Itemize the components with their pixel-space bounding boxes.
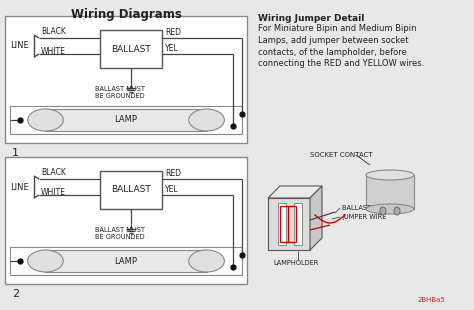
Polygon shape [310, 186, 322, 250]
FancyBboxPatch shape [46, 250, 207, 272]
Text: 2BHBa5: 2BHBa5 [418, 297, 446, 303]
Text: LAMPHOLDER: LAMPHOLDER [273, 260, 319, 266]
Text: Wiring Jumper Detail: Wiring Jumper Detail [258, 14, 365, 23]
Text: SOCKET CONTACT: SOCKET CONTACT [310, 152, 373, 158]
Text: LAMP: LAMP [115, 256, 137, 265]
Ellipse shape [27, 250, 63, 272]
Polygon shape [268, 186, 322, 198]
Text: LAMP: LAMP [115, 116, 137, 125]
FancyBboxPatch shape [5, 157, 247, 284]
Text: WHITE: WHITE [41, 47, 66, 56]
FancyBboxPatch shape [100, 30, 162, 68]
Text: LINE: LINE [10, 183, 29, 192]
Text: BLACK: BLACK [41, 168, 66, 177]
FancyBboxPatch shape [5, 16, 247, 143]
Ellipse shape [366, 204, 414, 214]
Ellipse shape [394, 207, 400, 215]
Ellipse shape [380, 207, 386, 215]
Text: YEL: YEL [165, 185, 179, 194]
Ellipse shape [27, 109, 63, 131]
Text: RED: RED [165, 28, 181, 37]
FancyBboxPatch shape [268, 198, 310, 250]
Text: 1: 1 [12, 148, 19, 158]
Text: WHITE: WHITE [41, 188, 66, 197]
Ellipse shape [189, 250, 224, 272]
Ellipse shape [366, 170, 414, 180]
Ellipse shape [189, 109, 224, 131]
Text: 2: 2 [12, 289, 19, 299]
FancyBboxPatch shape [294, 203, 302, 245]
FancyBboxPatch shape [366, 175, 414, 209]
Text: JUMPER WIRE: JUMPER WIRE [342, 214, 386, 220]
FancyBboxPatch shape [100, 171, 162, 209]
Text: RED: RED [165, 169, 181, 178]
Text: BLACK: BLACK [41, 27, 66, 36]
Text: Wiring Diagrams: Wiring Diagrams [71, 8, 182, 21]
Text: BALLAST MUST
BE GROUNDED: BALLAST MUST BE GROUNDED [95, 86, 145, 99]
Text: For Miniature Bipin and Medium Bipin
Lamps, add jumper between socket
contacts, : For Miniature Bipin and Medium Bipin Lam… [258, 24, 424, 69]
Text: LINE: LINE [10, 42, 29, 51]
FancyBboxPatch shape [10, 106, 242, 134]
Text: BALLAST WIRE: BALLAST WIRE [342, 205, 391, 211]
FancyBboxPatch shape [278, 203, 286, 245]
Text: BALLAST MUST
BE GROUNDED: BALLAST MUST BE GROUNDED [95, 227, 145, 240]
FancyBboxPatch shape [46, 109, 207, 131]
Text: BALLAST: BALLAST [111, 185, 151, 194]
FancyBboxPatch shape [10, 247, 242, 275]
Text: BALLAST: BALLAST [111, 45, 151, 54]
Text: YEL: YEL [165, 44, 179, 53]
